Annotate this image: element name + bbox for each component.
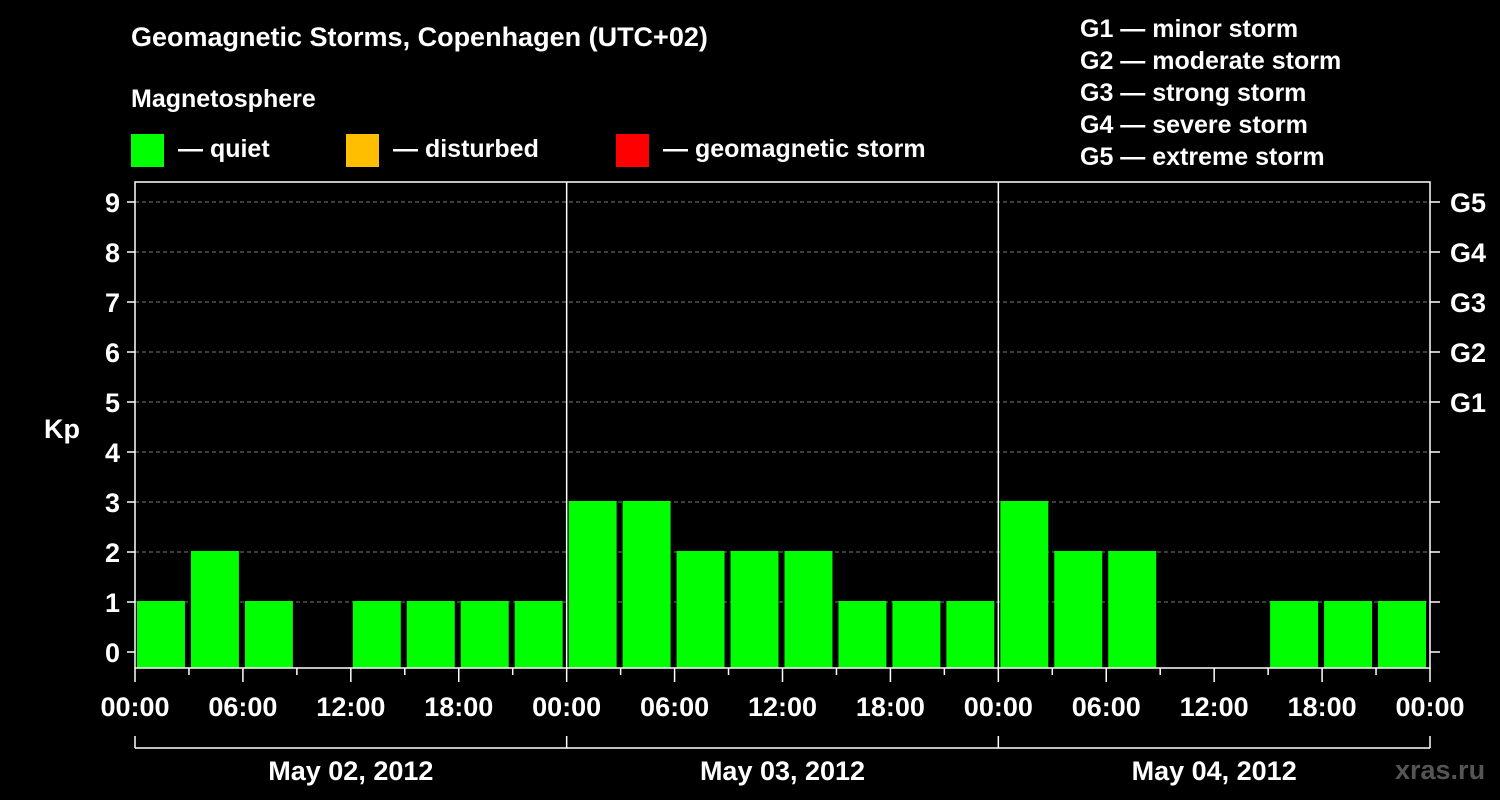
x-tick-label: 06:00 [640, 692, 709, 722]
date-label: May 02, 2012 [268, 756, 433, 786]
x-tick-label: 00:00 [1395, 692, 1464, 722]
chart-title: Geomagnetic Storms, Copenhagen (UTC+02) [131, 22, 708, 52]
y-tick-label: 6 [105, 338, 120, 368]
storm-level-label: G5 [1450, 188, 1486, 218]
storm-level-g3: G3 — strong storm [1080, 79, 1307, 107]
kp-bar [406, 601, 455, 668]
storm-level-g1: G1 — minor storm [1080, 15, 1299, 43]
kp-bar [1108, 551, 1157, 668]
watermark: xras.ru [1395, 755, 1486, 785]
date-label: May 04, 2012 [1132, 756, 1297, 786]
y-tick-label: 9 [105, 188, 120, 218]
kp-bar [352, 601, 401, 668]
x-tick-label: 00:00 [532, 692, 601, 722]
y-tick-label: 0 [105, 638, 120, 668]
date-label: May 03, 2012 [700, 756, 865, 786]
kp-bar [892, 601, 941, 668]
y-tick-label: 4 [105, 438, 120, 468]
x-tick-label: 18:00 [1288, 692, 1357, 722]
storm-level-label: G3 [1450, 288, 1486, 318]
storm-level-label: G4 [1450, 238, 1486, 268]
kp-bar [1054, 551, 1103, 668]
kp-bar [676, 551, 725, 668]
x-tick-label: 18:00 [424, 692, 493, 722]
kp-bar [1378, 601, 1426, 668]
legend-label-storm: — geomagnetic storm [663, 135, 926, 163]
kp-bar [137, 601, 185, 668]
storm-level-g4: G4 — severe storm [1080, 111, 1308, 139]
kp-bar [460, 601, 509, 668]
x-tick-label: 00:00 [100, 692, 169, 722]
kp-bar [838, 601, 887, 668]
kp-bar [946, 601, 995, 668]
kp-bar [622, 501, 671, 668]
storm-level-g2: G2 — moderate storm [1080, 47, 1342, 75]
storm-level-g5: G5 — extreme storm [1080, 143, 1325, 171]
legend-swatch-quiet [131, 134, 164, 167]
kp-bar [1324, 601, 1373, 668]
y-axis-label: Kp [44, 414, 80, 444]
legend-swatch-disturbed [346, 134, 379, 167]
y-tick-label: 3 [105, 488, 120, 518]
kp-bar [784, 551, 833, 668]
x-tick-label: 06:00 [1072, 692, 1141, 722]
kp-bar [1270, 601, 1319, 668]
y-tick-label: 1 [105, 588, 120, 618]
x-tick-label: 06:00 [208, 692, 277, 722]
kp-bar [190, 551, 239, 668]
storm-level-label: G2 [1450, 338, 1486, 368]
legend-swatch-storm [616, 134, 649, 167]
x-tick-label: 18:00 [856, 692, 925, 722]
x-tick-label: 12:00 [1180, 692, 1249, 722]
kp-bar [244, 601, 293, 668]
x-tick-label: 12:00 [316, 692, 385, 722]
legend-label-disturbed: — disturbed [393, 135, 539, 163]
kp-bar [514, 601, 563, 668]
legend-label-quiet: — quiet [178, 135, 270, 163]
y-tick-label: 2 [105, 538, 120, 568]
y-tick-label: 7 [105, 288, 120, 318]
storm-level-legend: G1 — minor storm G2 — moderate storm G3 … [1080, 13, 1341, 173]
storm-level-label: G1 [1450, 388, 1486, 418]
x-tick-label: 00:00 [964, 692, 1033, 722]
chart-subtitle: Magnetosphere [131, 85, 316, 113]
plot-frame [134, 181, 1431, 669]
y-tick-label: 8 [105, 238, 120, 268]
y-tick-label: 5 [105, 388, 120, 418]
x-tick-label: 12:00 [748, 692, 817, 722]
kp-bar [568, 501, 617, 668]
kp-bar [730, 551, 779, 668]
kp-bar [1000, 501, 1049, 668]
